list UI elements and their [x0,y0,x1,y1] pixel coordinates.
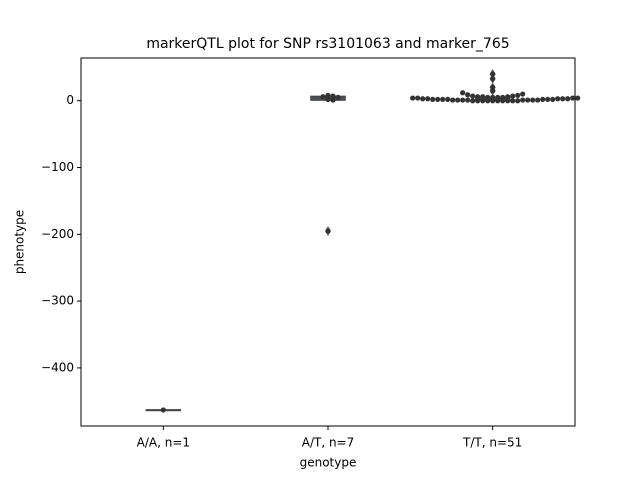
chart-title: markerQTL plot for SNP rs3101063 and mar… [146,36,509,52]
y-tick-label: −400 [41,360,74,374]
point [325,96,331,103]
point [335,94,341,101]
x-tick-label: A/A, n=1 [137,436,190,450]
point [530,97,536,103]
point [455,97,461,103]
point [560,96,566,102]
point [490,76,496,82]
point [330,97,336,103]
point [320,94,326,100]
point [500,94,506,101]
point [430,96,436,103]
point [485,94,491,101]
x-tick-label: A/T, n=7 [302,436,355,450]
point [505,98,511,104]
point [415,95,421,101]
point [420,96,426,102]
point [325,92,331,99]
point [475,94,481,100]
x-axis-label: genotype [300,456,357,470]
point [475,98,481,104]
x-tick-label: T/T, n=51 [462,436,522,450]
point [565,96,571,102]
plot-frame [80,57,576,427]
point [550,96,556,103]
point [480,94,486,100]
point [545,96,551,103]
point [480,98,486,104]
point [575,95,581,101]
point [505,94,511,100]
point [470,98,476,104]
point [325,228,331,234]
y-tick-label: −100 [41,160,74,174]
point [490,71,496,77]
point [425,96,431,102]
point [570,95,576,101]
point [535,97,541,103]
y-tick-label: 0 [66,93,74,107]
y-tick-label: −200 [41,227,74,241]
point [160,407,166,413]
point [555,96,561,102]
point [450,97,456,103]
point [410,95,416,101]
point [330,93,336,99]
point [465,92,471,98]
y-tick-label: −300 [41,294,74,308]
point [490,94,496,101]
point [510,93,516,99]
point [520,97,526,103]
point [510,98,516,104]
point [525,97,531,103]
point [460,97,466,103]
point [440,96,446,103]
y-axis-label: phenotype [13,210,27,274]
point [465,97,471,103]
point [540,96,546,103]
point [520,91,526,97]
point [470,93,476,99]
point [515,98,521,104]
point [460,90,466,96]
point [490,84,496,90]
point [445,96,451,103]
point [495,94,501,101]
point [435,96,441,103]
point [515,92,521,99]
